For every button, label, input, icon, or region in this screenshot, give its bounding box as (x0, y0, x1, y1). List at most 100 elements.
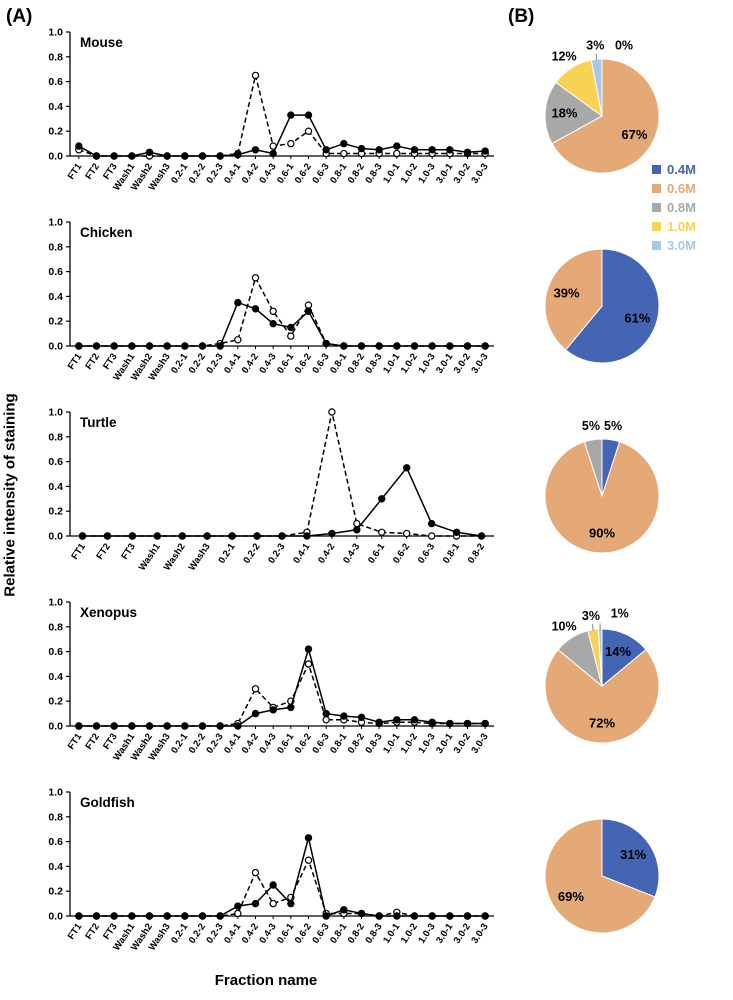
svg-text:0.8-2: 0.8-2 (346, 162, 367, 186)
svg-text:0.2-2: 0.2-2 (187, 732, 208, 756)
svg-text:0.6-3: 0.6-3 (310, 922, 331, 946)
svg-text:3.0-2: 3.0-2 (452, 352, 473, 376)
svg-text:FT1: FT1 (66, 351, 85, 372)
svg-text:0.4-3: 0.4-3 (257, 352, 278, 376)
svg-text:0.2-1: 0.2-1 (169, 921, 191, 946)
legend-item-0.6M: 0.6M (652, 181, 696, 196)
svg-text:0.8-1: 0.8-1 (328, 731, 350, 756)
svg-text:0.0: 0.0 (48, 531, 63, 543)
svg-text:1.0-1: 1.0-1 (381, 161, 403, 186)
svg-text:0%: 0% (615, 38, 633, 52)
svg-text:FT3: FT3 (119, 542, 138, 562)
svg-text:0.4: 0.4 (48, 101, 63, 113)
line-chart-goldfish: 0.0 0.2 0.4 0.6 0.8 1.0 FT1 FT2 FT3 Wash1 Wash2 Was… (28, 784, 504, 974)
svg-text:0.6-3: 0.6-3 (416, 542, 437, 566)
svg-text:0.4-2: 0.4-2 (240, 352, 261, 376)
svg-text:Turtle: Turtle (80, 415, 117, 430)
svg-text:3.0-1: 3.0-1 (434, 161, 456, 186)
svg-text:67%: 67% (621, 127, 647, 142)
svg-text:0.8-1: 0.8-1 (328, 161, 350, 186)
pie-chart-chicken: 61% 39% (505, 210, 733, 400)
legend-swatch (652, 241, 661, 250)
svg-text:0.4: 0.4 (48, 861, 63, 873)
svg-text:FT1: FT1 (66, 921, 85, 942)
svg-text:Goldfish: Goldfish (80, 795, 135, 810)
svg-text:1.0-2: 1.0-2 (399, 352, 420, 376)
line-chart-xenopus: 0.0 0.2 0.4 0.6 0.8 1.0 FT1 FT2 FT3 Wash1 Wash2 Was… (28, 594, 504, 784)
svg-text:1.0-1: 1.0-1 (381, 351, 403, 376)
svg-text:Mouse: Mouse (80, 35, 123, 50)
svg-text:10%: 10% (552, 619, 577, 633)
svg-text:69%: 69% (558, 889, 584, 904)
panel-a-label: (A) (6, 6, 33, 27)
svg-text:0.8: 0.8 (48, 621, 63, 633)
pie-legend: 0.4M 0.6M 0.8M 1.0M 3.0M (652, 162, 696, 253)
svg-text:0.2-3: 0.2-3 (204, 922, 225, 946)
y-axis-label: Relative intensity of staining (1, 393, 19, 597)
svg-text:0.2-2: 0.2-2 (187, 922, 208, 946)
svg-text:0.6-2: 0.6-2 (391, 542, 412, 566)
svg-text:90%: 90% (589, 526, 615, 541)
svg-text:FT2: FT2 (94, 542, 113, 562)
svg-text:0.2-2: 0.2-2 (187, 352, 208, 376)
svg-text:0.6: 0.6 (48, 646, 63, 658)
svg-text:3%: 3% (586, 39, 604, 53)
svg-text:5%: 5% (582, 419, 600, 433)
svg-text:0.4-1: 0.4-1 (291, 541, 313, 566)
svg-text:3.0-3: 3.0-3 (469, 352, 490, 376)
legend-swatch (652, 203, 661, 212)
svg-text:18%: 18% (551, 106, 577, 121)
svg-text:FT1: FT1 (66, 161, 85, 182)
svg-text:0.8-1: 0.8-1 (328, 921, 350, 946)
svg-text:FT2: FT2 (83, 922, 102, 942)
svg-text:1.0-1: 1.0-1 (381, 921, 403, 946)
svg-text:0.8-3: 0.8-3 (363, 352, 384, 376)
line-charts-column: 0.0 0.2 0.4 0.6 0.8 1.0 FT1 FT2 FT3 Wash1 Wash2 Was… (28, 24, 504, 974)
legend-item-0.4M: 0.4M (652, 162, 696, 177)
svg-text:0.2-3: 0.2-3 (204, 732, 225, 756)
panel-b-label: (B) (508, 6, 535, 27)
svg-text:0.4: 0.4 (48, 671, 63, 683)
svg-text:3.0-1: 3.0-1 (434, 731, 456, 756)
svg-text:0.4-2: 0.4-2 (240, 162, 261, 186)
svg-text:0.2: 0.2 (48, 316, 63, 328)
pie-chart-mouse: 0% 67% 18% 12% 3% (505, 20, 733, 210)
svg-text:0.2: 0.2 (48, 126, 63, 138)
pie-chart-svg: 0% 67% 18% 12% 3% (544, 38, 660, 174)
legend-item-3.0M: 3.0M (652, 238, 696, 253)
line-chart-chicken: 0.0 0.2 0.4 0.6 0.8 1.0 FT1 FT2 FT3 Wash1 Wash2 Was… (28, 214, 504, 404)
svg-text:0.8: 0.8 (48, 431, 63, 443)
svg-text:0.2-3: 0.2-3 (204, 162, 225, 186)
svg-text:1.0-3: 1.0-3 (416, 162, 437, 186)
legend-item-0.8M: 0.8M (652, 200, 696, 215)
svg-text:0.4-1: 0.4-1 (222, 351, 244, 376)
svg-text:0.8-3: 0.8-3 (363, 732, 384, 756)
svg-text:1.0-3: 1.0-3 (416, 922, 437, 946)
svg-text:3.0-2: 3.0-2 (452, 922, 473, 946)
svg-text:0.4-3: 0.4-3 (257, 922, 278, 946)
svg-text:0.0: 0.0 (48, 721, 63, 733)
svg-text:0.8-3: 0.8-3 (363, 922, 384, 946)
svg-text:0.6-2: 0.6-2 (293, 732, 314, 756)
svg-text:0.4-3: 0.4-3 (341, 542, 362, 566)
svg-text:0.8-1: 0.8-1 (441, 541, 463, 566)
pie-chart-svg: 31% 69% (544, 818, 660, 934)
svg-text:0.6: 0.6 (48, 76, 63, 88)
svg-text:0.6: 0.6 (48, 266, 63, 278)
svg-text:0.2-3: 0.2-3 (204, 352, 225, 376)
legend-label: 0.4M (667, 162, 696, 177)
svg-text:0.6-1: 0.6-1 (275, 921, 297, 946)
svg-text:0.4-1: 0.4-1 (222, 731, 244, 756)
svg-text:3%: 3% (582, 609, 600, 623)
svg-text:3.0-3: 3.0-3 (469, 922, 490, 946)
svg-text:0.4: 0.4 (48, 481, 63, 493)
svg-text:12%: 12% (552, 49, 577, 63)
svg-text:3.0-3: 3.0-3 (469, 162, 490, 186)
legend-swatch (652, 165, 661, 174)
svg-text:FT2: FT2 (83, 352, 102, 372)
x-axis-label: Fraction name (214, 972, 318, 989)
svg-text:0.6-1: 0.6-1 (275, 161, 297, 186)
